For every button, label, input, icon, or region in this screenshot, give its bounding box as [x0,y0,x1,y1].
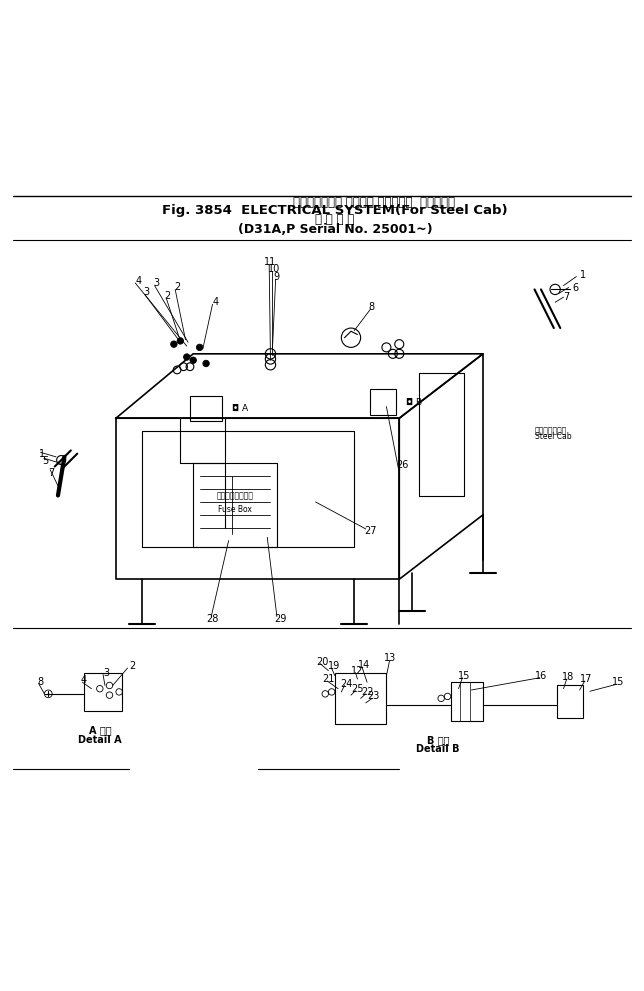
Text: 15: 15 [612,677,625,688]
Text: 9: 9 [274,272,280,281]
Text: 29: 29 [274,614,287,624]
Text: 21: 21 [322,674,335,684]
Bar [190,395,222,421]
Text: 4: 4 [80,675,87,686]
Text: ヒューズボックス: ヒューズボックス [216,491,254,500]
Text: 2: 2 [164,291,171,301]
Bar [451,682,483,720]
Text: 11: 11 [264,258,277,268]
Text: 24: 24 [340,679,353,689]
Text: Fig. 3854  ELECTRICAL SYSTEM(For Steel Cab): Fig. 3854 ELECTRICAL SYSTEM(For Steel Ca… [162,204,507,217]
Text: 3: 3 [144,287,150,297]
Text: 2: 2 [174,281,180,291]
Text: 3: 3 [103,668,109,678]
Circle shape [177,338,184,344]
Text: Fuse Box: Fuse Box [218,505,252,514]
Circle shape [203,361,209,367]
Text: 8: 8 [368,302,375,312]
Text: 10: 10 [267,264,280,274]
Text: Steel Cab: Steel Cab [535,432,571,441]
Circle shape [196,344,203,351]
Text: 7: 7 [564,292,570,302]
Text: 20: 20 [316,657,328,667]
Text: 5: 5 [42,457,48,467]
Text: 28: 28 [206,614,219,624]
Text: 2: 2 [129,661,135,671]
Text: B 詳細: B 詳細 [427,735,449,745]
Text: 16: 16 [535,671,547,681]
Text: 7: 7 [48,468,55,478]
Text: エレクトリカル システム （スチール  キャブ用）: エレクトリカル システム （スチール キャブ用） [292,196,455,209]
Text: 17: 17 [580,674,592,684]
Circle shape [190,357,196,364]
Text: ◘ A: ◘ A [232,404,248,413]
Bar [84,673,122,712]
Text: 12: 12 [351,666,364,676]
Text: 15: 15 [457,671,470,681]
Text: 1: 1 [580,270,586,279]
Text: 26: 26 [396,460,409,470]
Text: (D31A,P Serial No. 25001~): (D31A,P Serial No. 25001~) [238,223,432,236]
Text: 1: 1 [39,449,45,459]
Text: ◘ B: ◘ B [406,397,422,406]
Text: 3: 3 [153,278,160,288]
Bar [370,389,396,415]
Text: 4: 4 [213,297,219,307]
Circle shape [184,354,190,361]
Text: 6: 6 [572,283,578,293]
Text: 4: 4 [135,276,142,286]
Text: 18: 18 [562,672,574,682]
Text: 19: 19 [327,661,340,671]
Text: Detail B: Detail B [416,744,460,754]
Text: 適 用 号 機: 適 用 号 機 [316,213,354,226]
Text: ステールキャブ: ステールキャブ [535,426,567,436]
Text: 23: 23 [367,692,380,702]
Bar [557,686,583,717]
Text: 27: 27 [364,526,377,536]
Text: 22: 22 [361,687,374,697]
Circle shape [171,341,177,348]
Text: 14: 14 [357,660,370,670]
Text: Detail A: Detail A [78,735,122,745]
Text: 13: 13 [383,653,396,663]
Text: 25: 25 [351,684,364,694]
Bar [335,673,386,724]
Text: 8: 8 [37,677,44,688]
Text: A 詳細: A 詳細 [88,725,111,735]
